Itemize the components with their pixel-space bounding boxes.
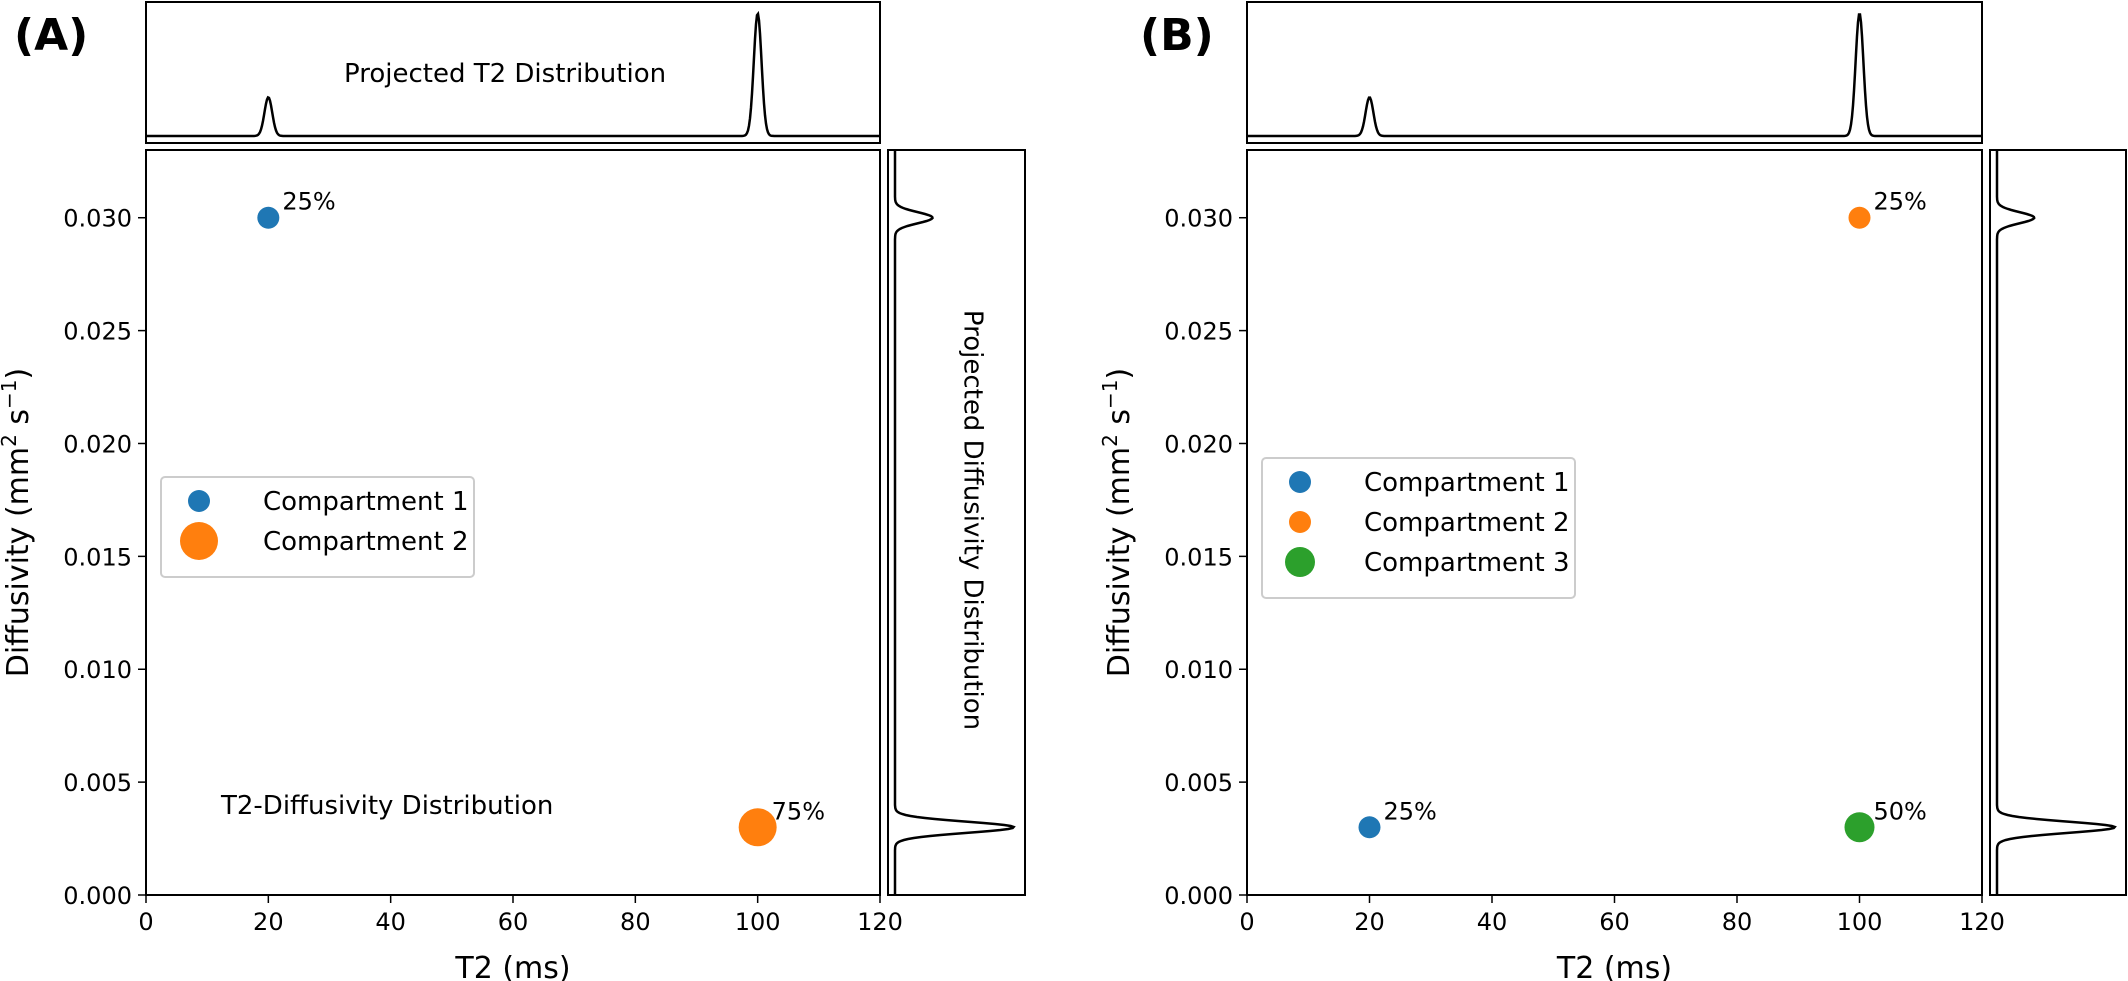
y-tick-label: 0.030 <box>1164 205 1233 233</box>
y-tick-label: 0.000 <box>1164 882 1233 910</box>
legend-entry: Compartment 1 <box>1364 468 1570 498</box>
top-marginal-curve <box>1247 13 1982 138</box>
main-annotation: T2-Diffusivity Distribution <box>220 791 553 821</box>
y-tick-label: 0.020 <box>1164 430 1233 458</box>
legend-marker <box>188 490 210 512</box>
point-label: 75% <box>772 797 825 825</box>
legend-marker <box>1289 511 1311 533</box>
legend-entry: Compartment 3 <box>1364 548 1570 578</box>
y-tick-label: 0.000 <box>63 882 132 910</box>
x-tick-label: 80 <box>620 908 651 936</box>
top-marginal-label: Projected T2 Distribution <box>344 59 666 89</box>
point-label: 25% <box>282 188 335 216</box>
top-marginal-frame <box>145 1 881 144</box>
legend-marker <box>1289 471 1311 493</box>
right-marginal-label: Projected Diffusivity Distribution <box>958 310 988 730</box>
y-tick-label: 0.025 <box>63 318 132 346</box>
x-axis-label: T2 (ms) <box>454 951 570 981</box>
y-tick-label: 0.025 <box>1164 318 1233 346</box>
x-tick-label: 60 <box>1599 908 1630 936</box>
y-tick-label: 0.030 <box>63 205 132 233</box>
panel-a-label: (A) <box>14 10 89 61</box>
x-tick-label: 80 <box>1722 908 1753 936</box>
scatter-point <box>738 808 777 847</box>
panel-b-label: (B) <box>1140 10 1214 61</box>
legend-marker <box>1285 547 1315 577</box>
legend-box <box>160 476 475 578</box>
x-tick-label: 60 <box>498 908 529 936</box>
scatter-point <box>1844 812 1875 843</box>
scatter-point <box>257 206 280 229</box>
y-tick-label: 0.015 <box>1164 543 1233 571</box>
x-tick-label: 0 <box>138 908 153 936</box>
top-marginal-frame <box>1246 1 1983 144</box>
x-tick-label: 20 <box>253 908 284 936</box>
x-tick-label: 100 <box>1837 908 1883 936</box>
panel-b: 0 20 40 60 80 100 120 0.000 0.005 0.010 0.015 0.020… <box>1098 1 2127 981</box>
x-tick-label: 100 <box>735 908 781 936</box>
legend-entry: Compartment 1 <box>263 487 469 517</box>
point-label: 25% <box>1384 797 1437 825</box>
legend-entry: Compartment 2 <box>1364 508 1570 538</box>
y-tick-label: 0.010 <box>1164 656 1233 684</box>
right-marginal-frame <box>1989 149 2127 896</box>
x-tick-label: 40 <box>375 908 406 936</box>
x-tick-label: 0 <box>1239 908 1254 936</box>
legend-marker <box>180 522 218 560</box>
point-label: 50% <box>1874 797 1927 825</box>
x-tick-label: 120 <box>857 908 903 936</box>
x-tick-label: 120 <box>1959 908 2005 936</box>
legend-entry: Compartment 2 <box>263 527 469 557</box>
y-tick-label: 0.015 <box>63 543 132 571</box>
y-axis-label: Diffusivity (mm2 s−1) <box>1098 368 1137 678</box>
right-marginal-curve <box>893 150 1016 895</box>
y-tick-label: 0.010 <box>63 656 132 684</box>
x-tick-label: 40 <box>1477 908 1508 936</box>
right-marginal-curve <box>1995 150 2117 895</box>
x-tick-label: 20 <box>1354 908 1385 936</box>
legend-box <box>1261 457 1576 599</box>
top-marginal-curve <box>146 10 880 138</box>
panel-a: Projected T2 Distribution Projected Diffu… <box>0 1 1026 981</box>
scatter-point <box>1358 816 1381 839</box>
x-axis-label: T2 (ms) <box>1556 951 1672 981</box>
y-tick-label: 0.005 <box>63 769 132 797</box>
y-axis-label: Diffusivity (mm2 s−1) <box>0 368 36 678</box>
y-tick-label: 0.005 <box>1164 769 1233 797</box>
right-marginal-frame <box>887 149 1026 896</box>
y-tick-label: 0.020 <box>63 430 132 458</box>
point-label: 25% <box>1874 188 1927 216</box>
scatter-point <box>1848 206 1871 229</box>
